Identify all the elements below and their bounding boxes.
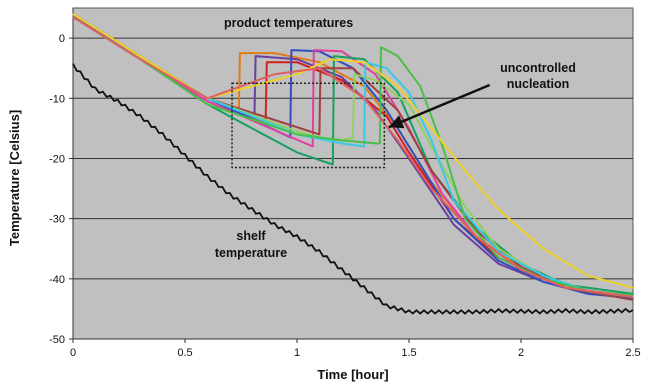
annotation-uncontrolled: uncontrolled xyxy=(500,61,576,75)
x-tick-label-1: 0.5 xyxy=(177,347,192,359)
product-series-11 xyxy=(72,16,634,298)
y-tick-label-4: -40 xyxy=(49,274,65,286)
y-tick-label-0: 0 xyxy=(59,33,65,45)
x-tick-label-5: 2.5 xyxy=(625,347,640,359)
x-tick-label-3: 1.5 xyxy=(401,347,416,359)
y-axis-label: Temperature [Celsius] xyxy=(7,110,22,246)
y-tick-label-2: -20 xyxy=(49,153,65,165)
shelf-series xyxy=(72,63,634,315)
annotation-product-temperatures: product temperatures xyxy=(224,16,353,30)
axes xyxy=(69,8,634,343)
y-tick-label-5: -50 xyxy=(49,334,65,346)
y-tick-label-3: -30 xyxy=(49,214,65,226)
x-tick-label-2: 1 xyxy=(294,347,300,359)
arrow-head xyxy=(388,115,405,129)
product-series-9 xyxy=(72,16,634,297)
product-series-8 xyxy=(72,13,634,298)
tick-labels: 0 0.5 1 1.5 2 2.5 0 -10 -20 -30 -40 -50 xyxy=(49,33,641,359)
annotation-shelf: shelf xyxy=(236,229,266,243)
product-series-layer xyxy=(72,13,634,301)
nucleation-highlight-box xyxy=(231,82,386,169)
plot-background xyxy=(72,7,634,340)
arrow-shaft xyxy=(388,83,491,129)
annotation-nucleation: nucleation xyxy=(507,77,570,91)
x-axis-label: Time [hour] xyxy=(317,367,388,382)
x-tick-label-0: 0 xyxy=(70,347,76,359)
y-tick-label-1: -10 xyxy=(49,93,65,105)
annotation-arrow xyxy=(388,83,491,129)
shelf-series-layer xyxy=(72,63,634,315)
annotation-temperature: temperature xyxy=(215,246,287,260)
x-tick-label-4: 2 xyxy=(518,347,524,359)
